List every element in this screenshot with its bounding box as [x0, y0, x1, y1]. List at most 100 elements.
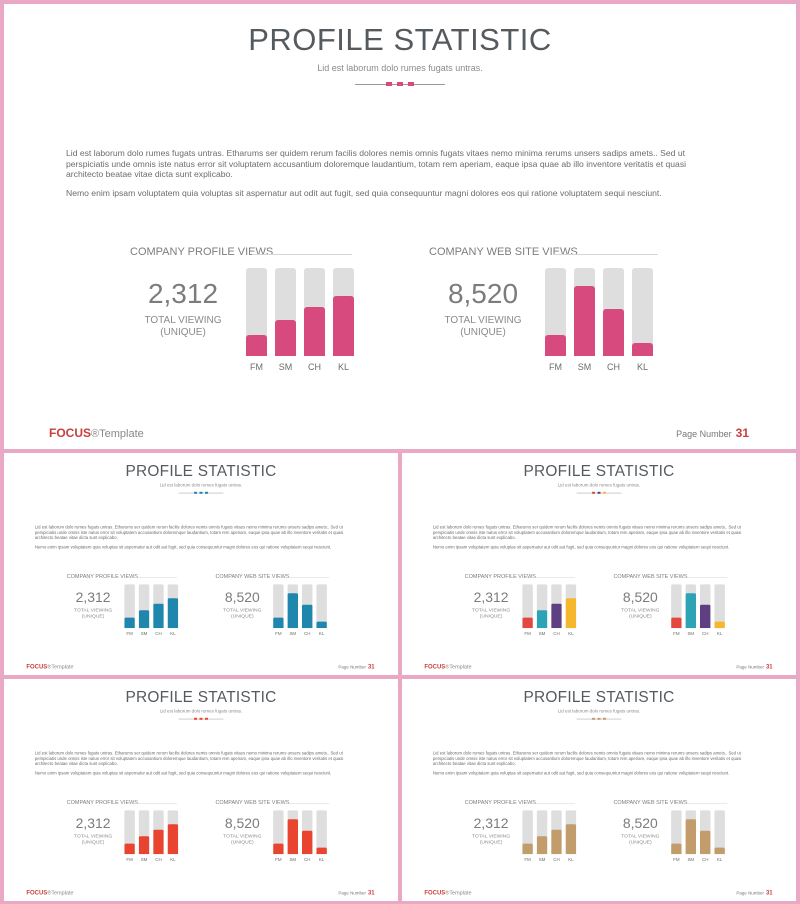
caption-line-1: TOTAL VIEWING: [444, 315, 522, 326]
bar-fill-fm: [671, 843, 682, 855]
brand-name: FOCUS: [49, 426, 91, 440]
bar-ch: [551, 584, 562, 629]
bar-fill-sm: [536, 610, 548, 629]
bar-fill-ch: [302, 830, 313, 855]
bar-kl: [167, 584, 179, 629]
slide-subtitle: Lid est laborum dolo rumes fugats untras…: [557, 482, 641, 488]
slide-subtitle: Lid est laborum dolo rumes fugats untras…: [557, 708, 641, 714]
bar-label-ch: CH: [701, 631, 709, 637]
body-paragraph-1: Lid est laborum dolo rumes fugats untras…: [34, 524, 344, 541]
page-label: Page Number: [736, 890, 765, 896]
title-divider: [576, 717, 622, 721]
footer-page: Page Number 31: [736, 663, 772, 670]
profile-views-label: COMPANY PROFILE VIEWS: [464, 799, 536, 806]
website-views-value: 8,520: [224, 815, 260, 831]
body-paragraph-1: Lid est laborum dolo rumes fugats untras…: [66, 148, 687, 179]
bar-fill-kl: [316, 847, 327, 855]
bar-ch: [153, 584, 164, 629]
bar-label-ch: CH: [553, 857, 560, 863]
slide-red[interactable]: PROFILE STATISTIC Lid est laborum dolo r…: [4, 679, 398, 901]
bar-label-fm: FM: [126, 631, 133, 637]
profile-views-value: 2,312: [473, 589, 509, 605]
bar-fill-fm: [124, 843, 135, 855]
page-number: 31: [367, 662, 375, 670]
footer-brand: FOCUS®Template: [424, 889, 471, 896]
slide-multicolor[interactable]: PROFILE STATISTIC Lid est laborum dolo r…: [402, 453, 796, 675]
caption-line-2: (UNIQUE): [81, 613, 105, 620]
caption-line-1: TOTAL VIEWING: [471, 607, 511, 614]
brand-suffix: ®Template: [47, 663, 74, 670]
slide-pink[interactable]: PROFILE STATISTIC Lid est laborum dolo r…: [4, 4, 796, 449]
page-number: 31: [765, 888, 773, 896]
bar-kl: [316, 584, 327, 629]
caption-line-2: (UNIQUE): [230, 839, 254, 846]
bar-fill-sm: [536, 836, 548, 855]
website-views-value: 8,520: [622, 815, 658, 831]
bar-label-kl: KL: [318, 631, 325, 637]
bar-fill-sm: [275, 319, 296, 356]
body-paragraph-1: Lid est laborum dolo rumes fugats untras…: [34, 750, 344, 767]
footer-page: Page Number 31: [736, 889, 772, 896]
bar-sm: [685, 810, 697, 855]
bar-kl: [333, 268, 354, 356]
bar-fm: [522, 810, 533, 855]
profile-views-rule: [252, 254, 352, 255]
bar-fill-sm: [287, 819, 299, 855]
footer-brand: FOCUS®Template: [26, 889, 73, 896]
bar-label-ch: CH: [303, 631, 311, 637]
body-paragraph-2: Nemo enim ipsam voluptatem quia voluptas…: [432, 544, 730, 550]
slide-content: PROFILE STATISTIC Lid est laborum dolo r…: [402, 453, 796, 674]
bar-fill-sm: [685, 593, 697, 629]
bar-fill-kl: [333, 296, 354, 356]
slide-content: PROFILE STATISTIC Lid est laborum dolo r…: [402, 679, 796, 900]
website-views-caption: TOTAL VIEWING (UNIQUE): [210, 834, 275, 846]
website-views-caption: TOTAL VIEWING (UNIQUE): [418, 315, 548, 339]
caption-line-2: (UNIQUE): [479, 839, 503, 846]
website-views-value: 8,520: [622, 589, 658, 605]
caption-line-1: TOTAL VIEWING: [471, 833, 511, 840]
caption-line-2: (UNIQUE): [628, 839, 652, 846]
body-paragraph-1: Lid est laborum dolo rumes fugats untras…: [432, 750, 742, 767]
slide-blue[interactable]: PROFILE STATISTIC Lid est laborum dolo r…: [4, 453, 398, 675]
bar-kl: [565, 584, 577, 629]
bar-sm: [275, 268, 296, 356]
title-divider: [355, 82, 445, 88]
profile-views-caption: TOTAL VIEWING (UNIQUE): [61, 608, 126, 620]
website-views-label: COMPANY WEB SITE VIEWS: [429, 246, 578, 258]
bar-kl: [316, 810, 327, 855]
slide-subtitle: Lid est laborum dolo rumes fugats untras…: [317, 63, 483, 73]
title-divider: [576, 491, 622, 495]
bar-label-sm: SM: [538, 631, 546, 637]
bar-label-fm: FM: [549, 362, 562, 372]
bar-fill-ch: [302, 604, 313, 629]
slide-tan[interactable]: PROFILE STATISTIC Lid est laborum dolo r…: [402, 679, 796, 901]
bar-label-ch: CH: [607, 362, 620, 372]
bar-sm: [536, 810, 548, 855]
bar-ch: [603, 268, 624, 356]
profile-views-caption: TOTAL VIEWING (UNIQUE): [118, 315, 248, 339]
slide-subtitle: Lid est laborum dolo rumes fugats untras…: [159, 708, 243, 714]
caption-line-1: TOTAL VIEWING: [621, 607, 660, 614]
profile-views-caption: TOTAL VIEWING (UNIQUE): [459, 834, 524, 846]
bar-fill-kl: [714, 621, 725, 629]
bar-kl: [632, 268, 653, 356]
page-number: 31: [735, 426, 749, 440]
bar-label-kl: KL: [716, 631, 723, 637]
bar-fm: [671, 584, 682, 629]
body-paragraph-2: Nemo enim ipsam voluptatem quia voluptas…: [34, 544, 332, 550]
page-label: Page Number: [338, 890, 367, 896]
bar-fill-ch: [603, 309, 624, 356]
profile-views-label: COMPANY PROFILE VIEWS: [66, 799, 138, 806]
caption-line-1: TOTAL VIEWING: [223, 607, 262, 614]
divider-accent-2: [597, 717, 601, 720]
footer-page: Page Number 31: [338, 889, 374, 896]
divider-accent-3: [408, 82, 414, 86]
bar-label-kl: KL: [568, 631, 574, 637]
website-views-label: COMPANY WEB SITE VIEWS: [613, 573, 688, 580]
brand-name: FOCUS: [26, 662, 48, 670]
bar-ch: [700, 584, 711, 629]
divider-accent-1: [194, 717, 198, 720]
slide-content: PROFILE STATISTIC Lid est laborum dolo r…: [4, 453, 398, 674]
bar-label-ch: CH: [308, 362, 321, 372]
bar-label-kl: KL: [568, 857, 574, 863]
